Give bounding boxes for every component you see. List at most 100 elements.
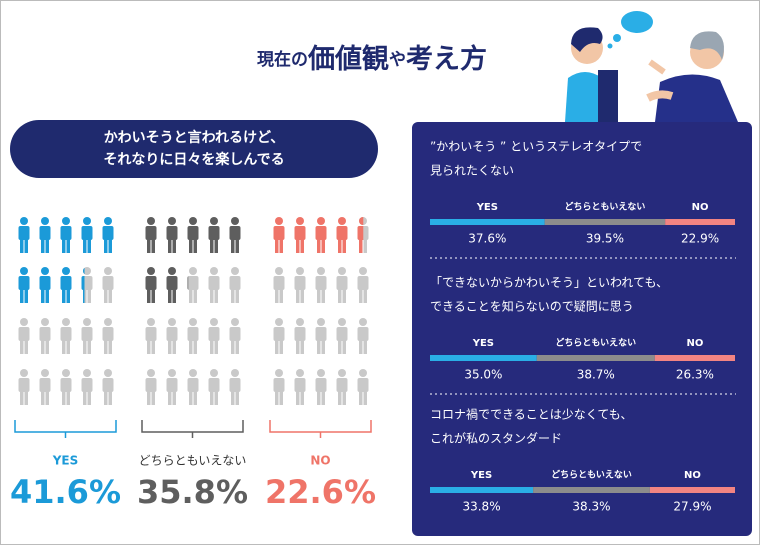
person-icon (336, 267, 348, 303)
icon-leg (108, 239, 112, 253)
icon-leg (62, 340, 66, 354)
icon-body (166, 378, 178, 392)
segment-label: YES (472, 338, 494, 349)
person-icon (336, 369, 348, 405)
icon-body (102, 327, 114, 341)
icon-leg (20, 340, 24, 354)
segment-value: 39.5% (586, 232, 624, 246)
icon-head (83, 318, 91, 326)
illustration (565, 11, 738, 122)
person-icon (81, 267, 85, 303)
icon-leg (275, 289, 279, 303)
icon-head (338, 369, 346, 377)
icon-leg (151, 391, 155, 405)
person-icon (273, 318, 285, 354)
icon-head (275, 217, 283, 225)
icon-leg (87, 340, 91, 354)
icon-leg (168, 289, 172, 303)
icon-leg (214, 289, 218, 303)
icon-leg (275, 239, 279, 253)
icon-leg (66, 289, 70, 303)
person-icon (187, 369, 199, 405)
icon-head (189, 318, 197, 326)
icon-leg (189, 391, 193, 405)
icon-head (296, 318, 304, 326)
icon-leg (231, 239, 235, 253)
icon-leg (83, 391, 87, 405)
icon-body (81, 327, 93, 341)
icon-leg (62, 239, 66, 253)
person-icon (357, 318, 369, 354)
icon-head (338, 267, 346, 275)
icon-leg (300, 391, 304, 405)
icon-head (104, 369, 112, 377)
icon-body (294, 378, 306, 392)
icon-head (210, 267, 218, 275)
icon-leg (104, 289, 108, 303)
segment-label: YES (476, 202, 498, 213)
icon-leg (83, 340, 87, 354)
icon-body (81, 276, 85, 290)
bar-segment (544, 219, 666, 225)
icon-head (338, 318, 346, 326)
icon-head (147, 267, 155, 275)
person-icon (39, 318, 51, 354)
title-part: 考え方 (406, 43, 487, 75)
icon-leg (321, 289, 325, 303)
title-part: 価値観 (307, 43, 389, 75)
person-icon (102, 369, 114, 405)
bar-segment (649, 487, 735, 493)
icon-body (18, 276, 30, 290)
icon-leg (275, 340, 279, 354)
icon-body (102, 378, 114, 392)
icon-head (104, 318, 112, 326)
icon-body (229, 327, 241, 341)
icon-leg (193, 289, 197, 303)
person-icon (102, 318, 114, 354)
icon-leg (104, 239, 108, 253)
icon-leg (338, 391, 342, 405)
icon-leg (147, 239, 151, 253)
icon-head (83, 267, 85, 275)
icon-leg (342, 289, 346, 303)
icon-leg (279, 391, 283, 405)
person-icon (273, 217, 285, 253)
icon-head (168, 318, 176, 326)
person-icon (294, 369, 306, 405)
person-icon (294, 217, 306, 253)
person-icon (60, 369, 72, 405)
icon-leg (24, 391, 28, 405)
icon-body (357, 327, 369, 341)
person-icon (315, 267, 327, 303)
icon-leg (231, 391, 235, 405)
bar-segment (536, 355, 655, 361)
person-icon (145, 217, 157, 253)
icon-leg (317, 239, 321, 253)
icon-leg (20, 391, 24, 405)
person-icon (187, 267, 199, 303)
icon-head (359, 267, 367, 275)
icon-head (189, 217, 197, 225)
icon-leg (300, 340, 304, 354)
icon-body (357, 378, 369, 392)
icon-leg (62, 289, 66, 303)
icon-body (145, 327, 157, 341)
question-text: コロナ禍でできることは少なくても、 (430, 407, 632, 422)
icon-head (359, 318, 367, 326)
person-icon (166, 318, 178, 354)
icon-head (231, 217, 239, 225)
icon-leg (279, 239, 283, 253)
icon-body (81, 226, 93, 240)
icon-head (231, 369, 239, 377)
person-icon (18, 267, 30, 303)
icon-body (315, 276, 327, 290)
icon-body (273, 327, 285, 341)
segment-value: 33.8% (462, 500, 500, 514)
icon-leg (214, 340, 218, 354)
icon-leg (45, 289, 49, 303)
icon-leg (87, 239, 91, 253)
icon-head (275, 369, 283, 377)
icon-leg (66, 340, 70, 354)
person-icon (145, 318, 157, 354)
person-icon (294, 267, 306, 303)
